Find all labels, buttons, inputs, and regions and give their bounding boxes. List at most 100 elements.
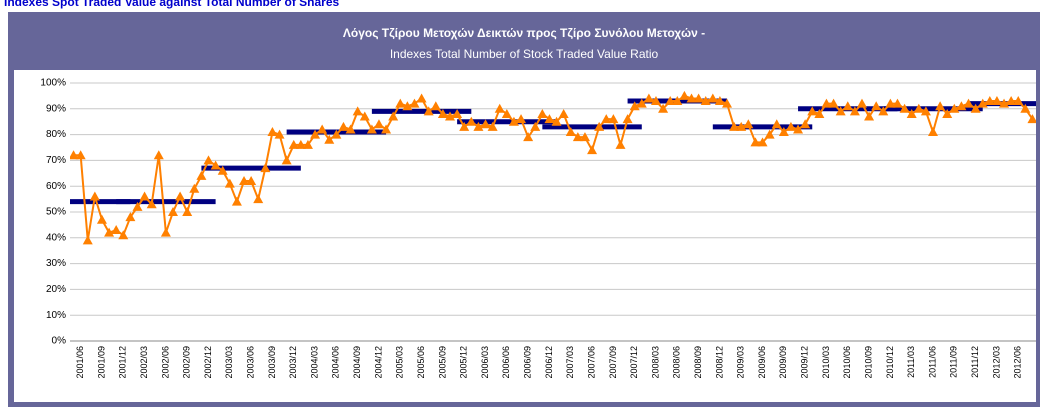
point-marker [182,207,193,216]
point-marker [1020,103,1031,113]
y-tick-label: 0% [52,336,67,347]
point-marker [970,103,981,113]
point-marker [743,119,754,129]
point-marker [551,116,562,126]
point-marker [658,103,669,113]
x-tick-label: 2002/06 [160,346,170,379]
point-marker [1006,96,1017,106]
x-tick-label: 2007/03 [565,346,575,379]
point-marker [508,116,519,126]
point-marker [885,98,896,108]
x-tick-label: 2004/09 [352,346,362,379]
point-marker [800,119,811,129]
point-marker [878,106,889,116]
point-marker [942,108,953,118]
point-marker [750,137,761,147]
x-tick-label: 2003/03 [224,346,234,379]
point-marker [928,127,939,137]
point-marker [104,227,115,237]
point-marker [650,96,661,106]
x-tick-label: 2001/09 [96,346,106,379]
point-marker [608,114,619,124]
point-marker [253,194,264,204]
point-marker [274,129,285,139]
point-marker [565,127,576,137]
point-marker [722,98,733,108]
x-tick-label: 2009/06 [757,346,767,379]
page-title: Indexes Spot Traded Value against Total … [4,0,340,9]
point-marker [388,111,399,121]
point-marker [288,139,299,149]
point-marker [167,207,178,216]
point-marker [757,137,768,147]
point-marker [842,101,853,111]
point-marker [146,199,157,209]
point-marker [544,114,555,124]
x-tick-label: 2005/09 [437,346,447,379]
x-tick-label: 2006/06 [501,346,511,379]
x-tick-label: 2011/12 [970,346,980,378]
y-tick-label: 40% [46,232,66,243]
point-marker [132,201,143,211]
x-tick-label: 2009/12 [800,346,810,379]
point-marker [224,178,235,188]
point-marker [501,108,512,118]
x-tick-label: 2008/03 [650,346,660,379]
point-marker [679,90,690,100]
point-marker [601,114,612,124]
x-tick-label: 2005/03 [395,346,405,379]
y-tick-label: 20% [46,284,66,295]
x-tick-label: 2004/06 [331,346,341,379]
x-tick-label: 2005/06 [416,346,426,379]
point-marker [302,139,313,149]
point-marker [991,96,1002,106]
point-marker [395,98,406,108]
point-marker [430,101,441,111]
point-marker [487,121,498,131]
point-marker [999,98,1010,108]
point-marker [572,132,583,142]
point-marker [373,119,384,129]
point-marker [899,103,910,113]
point-marker [871,101,882,111]
point-marker [729,121,740,131]
point-marker [530,121,541,131]
x-tick-label: 2004/12 [373,346,383,379]
point-marker [949,103,960,113]
point-marker [906,108,917,118]
point-marker [622,114,633,124]
point-marker [416,93,427,103]
point-marker [494,103,505,113]
point-marker [359,111,370,121]
x-tick-label: 2009/09 [778,346,788,379]
point-marker [352,106,363,116]
x-tick-label: 2007/06 [586,346,596,379]
y-tick-label: 100% [40,78,66,89]
x-tick-label: 2006/03 [480,346,490,379]
point-marker [636,98,647,108]
point-marker [402,101,413,111]
y-tick-label: 10% [46,310,66,321]
x-tick-label: 2008/09 [693,346,703,379]
point-marker [480,119,491,129]
point-marker [366,124,377,134]
y-tick-label: 90% [46,103,66,114]
point-marker [70,150,79,160]
point-marker [665,96,676,106]
x-tick-label: 2006/09 [523,346,533,379]
point-marker [935,101,946,111]
series-line [73,94,1034,241]
x-tick-label: 2011/03 [906,346,916,378]
point-marker [785,121,796,131]
x-tick-label: 2010/12 [885,346,895,379]
point-marker [587,145,598,155]
point-marker [977,98,988,108]
point-marker [338,121,349,131]
point-marker [196,170,207,180]
x-tick-label: 2006/12 [544,346,554,379]
point-marker [281,155,292,165]
x-tick-label: 2008/12 [714,346,724,379]
x-tick-label: 2011/06 [927,346,937,378]
point-marker [714,96,725,106]
